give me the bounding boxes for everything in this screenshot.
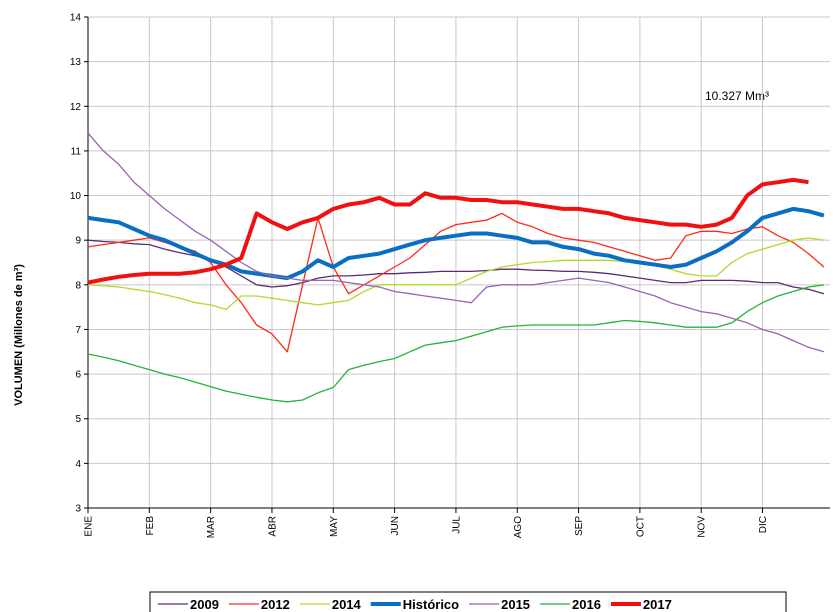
x-tick-label: NOV [697,516,708,538]
legend-box [149,591,787,612]
annotation: 10.327 Mm³ [705,89,769,103]
y-tick-label: 9 [75,236,81,247]
legend-label: 2016 [572,597,601,612]
legend-label: 2017 [643,597,672,612]
y-tick-label: 3 [75,504,81,515]
series-line [87,132,825,353]
y-tick-label: 8 [75,280,81,291]
x-tick-label: MAY [329,516,340,537]
legend-label: 2009 [190,597,219,612]
legend-label: 2012 [261,597,290,612]
x-tick-label: SEP [574,516,585,536]
series-line [87,206,825,281]
y-tick-label: 5 [75,414,81,425]
x-tick-label: AGO [513,516,524,538]
y-tick-label: 14 [70,13,82,24]
x-tick-label: FEB [145,516,156,536]
y-tick-label: 13 [70,57,82,68]
x-tick-label: JUN [390,516,401,535]
x-tick-label: JUL [451,516,462,534]
x-tick-label: MAR [206,516,217,538]
y-tick-label: 10 [70,191,82,202]
series-line [87,212,825,353]
legend-label: 2015 [501,597,530,612]
x-tick-label: ABR [267,516,278,537]
y-axis-label: VOLUMEN (Millones de m³) [13,264,25,406]
series-line [87,177,809,285]
x-tick-label: ENE [84,516,95,537]
y-tick-label: 11 [71,146,82,157]
x-tick-label: DIC [758,516,769,533]
x-tick-label: OCT [635,516,646,537]
y-tick-label: 12 [70,102,82,113]
legend-label: 2014 [332,597,362,612]
y-tick-label: 4 [75,459,81,470]
y-tick-label: 7 [75,325,81,336]
series-line [87,237,824,311]
series-line [87,284,824,403]
y-tick-label: 6 [75,370,81,381]
legend-label: Histórico [403,597,459,612]
